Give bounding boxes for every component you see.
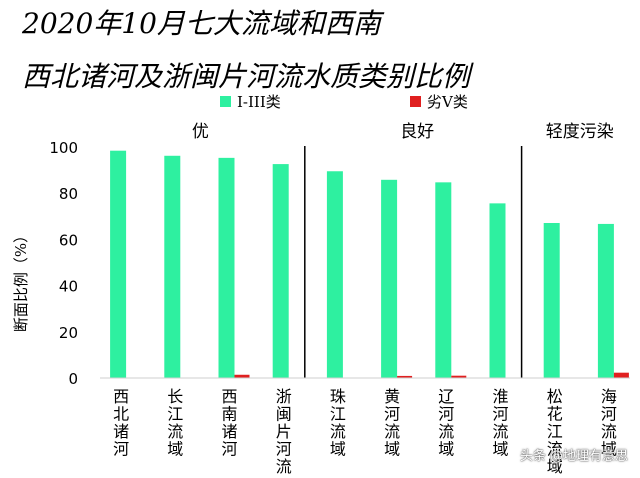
bar-i-iii-6: [435, 182, 452, 378]
group-dividers: [304, 146, 523, 378]
x-axis: 西北诸河 长江流域 西南诸河 浙闽片河流 珠江流域 黄河流域 辽河流域 淮河流域 松花江流域 海河…: [100, 377, 630, 476]
x-tick-label: 西南诸河: [221, 387, 237, 459]
bar-i-iii-4: [326, 171, 343, 378]
bar-i-iii-7: [489, 203, 506, 378]
y-tick-label: 60: [59, 231, 78, 249]
group-label: 良好: [400, 122, 434, 142]
y-tick-label: 0: [68, 370, 78, 388]
legend-label: I-III类: [237, 93, 281, 111]
x-tick-label: 淮河流域: [492, 387, 508, 459]
legend-swatch: [410, 96, 421, 107]
x-tick-label: 浙闽片河流: [276, 387, 292, 476]
bar-i-iii-9: [597, 223, 614, 378]
y-axis: 0 20 40 60 80 100 断面比例（%）: [12, 139, 78, 388]
bars: [110, 150, 629, 378]
legend: I-III类 劣V类: [220, 93, 468, 111]
bar-v-9: [613, 372, 629, 378]
bar-i-iii-8: [543, 222, 560, 378]
x-tick-label: 西北诸河: [113, 387, 129, 459]
chart-title-line-1: 2020年10月七大流域和西南: [22, 7, 381, 40]
group-labels: 优 良好 轻度污染: [192, 122, 614, 142]
group-label: 优: [192, 122, 209, 142]
watermark: 头条 @地理有意思: [519, 449, 628, 464]
bar-i-iii-2: [218, 157, 235, 378]
bar-v-2: [234, 374, 250, 378]
bar-i-iii-1: [164, 155, 181, 378]
bar-v-5: [397, 375, 413, 378]
x-tick-label: 辽河流域: [438, 387, 454, 459]
y-tick-label: 100: [49, 139, 78, 157]
x-tick-label: 松花江流域: [547, 387, 563, 476]
y-tick-label: 80: [59, 185, 78, 203]
bar-v-6: [451, 375, 467, 378]
bar-i-iii-3: [272, 164, 289, 378]
x-tick-label: 海河流域: [601, 387, 617, 459]
x-tick-label: 长江流域: [167, 387, 183, 459]
x-tick-label: 珠江流域: [330, 387, 346, 459]
chart-title-line-2: 西北诸河及浙闽片河流水质类别比例: [22, 60, 471, 93]
y-axis-title: 断面比例（%）: [12, 228, 30, 332]
legend-swatch: [220, 96, 231, 107]
group-label: 轻度污染: [546, 122, 614, 142]
bar-i-iii-0: [110, 150, 127, 378]
legend-label: 劣V类: [427, 93, 468, 111]
bar-i-iii-5: [381, 179, 398, 378]
y-tick-label: 40: [59, 278, 78, 296]
y-tick-label: 20: [59, 324, 78, 342]
x-tick-label: 黄河流域: [384, 387, 400, 459]
